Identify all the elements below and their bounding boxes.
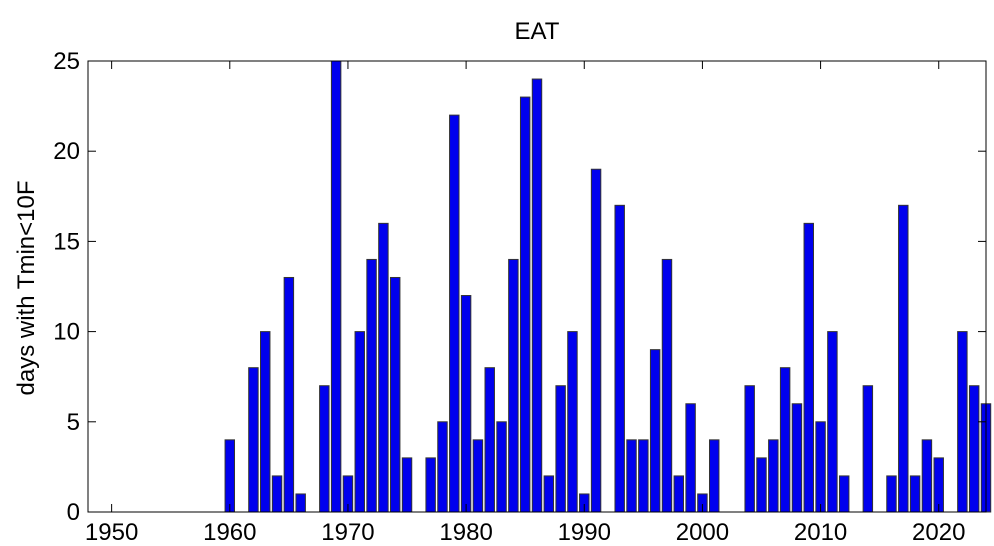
bar-1981 [472,439,484,513]
y-axis-ticks: 0 5 10 15 20 25 [53,48,986,526]
x-axis-ticks: 1950 1960 1970 1980 1990 2000 2010 2020 [85,61,965,546]
bar-1969 [330,60,342,513]
bar-2004 [744,385,755,513]
bar-1974 [389,276,401,513]
bar-1993 [614,204,625,513]
bar-1995 [638,439,649,513]
x-tick-label: 1960 [203,519,256,546]
bar-2016 [886,475,897,513]
x-tick-label: 2000 [676,519,729,546]
x-tick-label: 2010 [794,519,847,546]
bar-2009 [803,222,814,513]
bar-2001 [709,439,720,513]
bar-1989 [567,331,578,513]
plot-area-frame [87,60,987,513]
chart-title: EAT [515,18,560,45]
bar-1979 [449,114,460,513]
bar-1964 [271,475,283,513]
bars-group [224,60,992,513]
bar-1999 [685,403,696,513]
bar-1960 [224,439,236,513]
bar-2023 [968,385,980,513]
bar-1973 [378,222,389,513]
bar-2020 [933,457,944,513]
y-tick-label: 5 [67,409,80,436]
bar-1996 [649,349,661,513]
y-tick-label: 25 [53,48,80,75]
bar-1971 [354,331,365,513]
bar-1968 [319,385,330,513]
bar-1980 [460,295,472,513]
x-tick-label: 1990 [558,519,611,546]
y-tick-label: 15 [53,228,80,255]
bar-1991 [590,168,602,513]
y-tick-label: 20 [53,138,80,165]
bar-2014 [862,385,874,513]
bar-1994 [626,439,637,513]
bar-2008 [791,403,803,513]
bar-2010 [815,421,826,513]
bar-1997 [661,258,673,513]
bar-1985 [519,96,531,513]
bar-1983 [496,421,507,513]
bar-1978 [437,421,448,513]
bar-1986 [531,78,543,513]
bar-2018 [909,475,921,513]
bar-1963 [260,331,271,513]
y-axis-label: days with Tmin<10F [13,181,40,396]
bar-2017 [898,204,909,513]
x-tick-label: 1980 [439,519,492,546]
bar-1988 [555,385,566,513]
bar-1965 [283,276,295,513]
bar-2011 [827,331,838,513]
bar-1984 [508,258,519,513]
x-tick-label: 2020 [912,519,965,546]
bar-1977 [425,457,436,513]
x-tick-label: 1950 [85,519,138,546]
bar-1987 [543,475,555,513]
bar-2007 [779,367,791,513]
y-tick-label: 0 [67,499,80,526]
y-tick-label: 10 [53,319,80,346]
bar-1975 [401,457,413,513]
bar-1972 [366,258,377,513]
bar-2019 [921,439,933,513]
bar-2012 [838,475,850,513]
bar-1982 [484,367,495,513]
bar-2006 [768,439,779,513]
x-tick-label: 1970 [321,519,374,546]
bar-2005 [756,457,767,513]
bar-1966 [295,493,306,513]
bar-2022 [957,331,968,513]
bar-1998 [673,475,685,513]
bar-1962 [248,367,259,513]
